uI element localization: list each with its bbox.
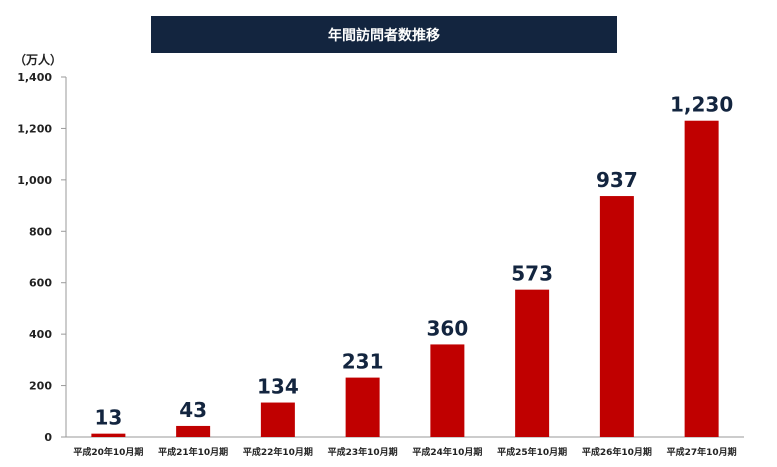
data-label: 360	[427, 316, 469, 340]
x-tick-label: 平成25年10月期	[497, 446, 567, 458]
x-tick-label: 平成27年10月期	[667, 446, 737, 458]
x-tick-label: 平成22年10月期	[243, 446, 313, 458]
y-tick-label: 0	[44, 431, 52, 444]
bar	[260, 402, 295, 437]
x-tick-group: 平成20年10月期 平成21年10月期 平成22年10月期 平成23年10月期 平成24…	[73, 446, 736, 458]
data-label: 13	[94, 406, 122, 430]
x-tick-label: 平成20年10月期	[73, 446, 143, 458]
bar	[430, 344, 465, 437]
x-tick-label: 平成26年10月期	[582, 446, 652, 458]
y-tick-label: 1,000	[17, 174, 52, 187]
y-tick-label: 1,400	[17, 71, 52, 84]
y-axis-unit-label: （万人）	[14, 53, 63, 67]
y-tick-label: 800	[29, 225, 52, 238]
data-label: 1,230	[670, 93, 733, 117]
bar	[684, 120, 719, 437]
data-label: 134	[257, 375, 299, 399]
data-label: 937	[596, 168, 638, 192]
bar-group	[91, 120, 719, 437]
bar	[599, 196, 634, 437]
x-tick-label: 平成24年10月期	[412, 446, 482, 458]
y-tick-label: 600	[29, 277, 52, 290]
bar	[91, 433, 126, 437]
x-tick-label: 平成23年10月期	[328, 446, 398, 458]
y-tick-label: 1,200	[17, 122, 52, 135]
data-label: 43	[179, 398, 207, 422]
data-label: 573	[511, 262, 553, 286]
bar	[345, 377, 380, 437]
bar	[176, 425, 211, 437]
y-tick-label: 400	[29, 328, 52, 341]
x-tick-label: 平成21年10月期	[158, 446, 228, 458]
chart-title: 年間訪問者数推移	[151, 16, 617, 53]
data-label-group: 13 43 134 231 360 573 937 1,230	[94, 93, 733, 430]
y-tick-label: 200	[29, 380, 52, 393]
bar	[515, 289, 550, 437]
data-label: 231	[342, 350, 384, 374]
y-tick-group: 0 200 400 600 800 1,000 1,200 1,400	[17, 71, 66, 444]
